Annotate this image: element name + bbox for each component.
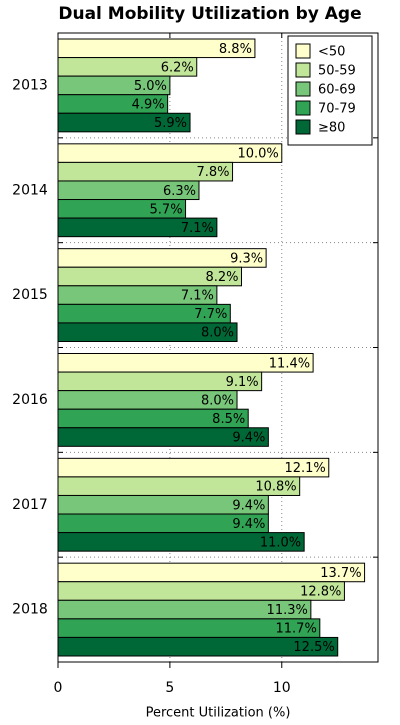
- value-label: 5.9%: [154, 116, 187, 131]
- legend-label: 60-69: [318, 83, 356, 98]
- value-label: 9.4%: [232, 517, 265, 532]
- value-label: 7.8%: [197, 165, 230, 180]
- chart-title: Dual Mobility Utilization by Age: [58, 4, 361, 24]
- value-label: 12.1%: [284, 461, 325, 476]
- value-label: 10.8%: [255, 480, 296, 495]
- y-tick-label: 2015: [12, 287, 48, 303]
- y-tick-label: 2018: [12, 602, 48, 618]
- legend-swatch: [295, 100, 311, 116]
- x-axis-title: Percent Utilization (%): [146, 706, 291, 721]
- value-label: 9.4%: [232, 498, 265, 513]
- value-label: 11.7%: [276, 622, 317, 637]
- y-tick-label: 2017: [12, 497, 48, 513]
- bar: [57, 562, 366, 583]
- legend-swatch: [295, 62, 311, 78]
- legend-label: <50: [318, 45, 345, 60]
- legend-swatch: [295, 81, 311, 97]
- legend-label: 70-79: [318, 102, 356, 117]
- legend-label: ≥80: [318, 121, 345, 136]
- y-tick-label: 2016: [12, 392, 48, 408]
- value-label: 9.4%: [232, 431, 265, 446]
- value-label: 5.7%: [150, 202, 183, 217]
- x-tick-label: 10: [273, 680, 291, 696]
- value-label: 8.2%: [205, 270, 238, 285]
- legend-swatch: [295, 43, 311, 59]
- y-tick-label: 2014: [12, 182, 48, 198]
- value-label: 12.5%: [293, 640, 334, 655]
- legend-label: 50-59: [318, 64, 356, 79]
- value-label: 4.9%: [132, 97, 165, 112]
- value-label: 5.0%: [134, 79, 167, 94]
- value-label: 8.5%: [212, 412, 245, 427]
- y-tick-label: 2013: [12, 77, 48, 93]
- legend-swatch: [295, 119, 311, 135]
- value-label: 8.0%: [201, 326, 234, 341]
- value-label: 6.3%: [163, 184, 196, 199]
- value-label: 8.8%: [219, 42, 252, 57]
- value-label: 7.7%: [194, 307, 227, 322]
- value-label: 13.7%: [320, 566, 361, 581]
- value-label: 9.3%: [230, 251, 263, 266]
- x-tick-label: 0: [54, 680, 63, 696]
- legend: <50 50-59 60-69 70-79 ≥80: [287, 35, 373, 146]
- value-label: 7.1%: [181, 221, 214, 236]
- value-label: 11.3%: [267, 603, 308, 618]
- x-tick-label: 5: [165, 680, 174, 696]
- value-label: 8.0%: [201, 393, 234, 408]
- value-label: 7.1%: [181, 289, 214, 304]
- value-label: 10.0%: [237, 147, 278, 162]
- value-label: 9.1%: [226, 375, 259, 390]
- value-label: 6.2%: [161, 60, 194, 75]
- value-label: 11.4%: [269, 356, 310, 371]
- plot-frame: [57, 32, 379, 663]
- value-label: 11.0%: [260, 535, 301, 550]
- value-label: 12.8%: [300, 585, 341, 600]
